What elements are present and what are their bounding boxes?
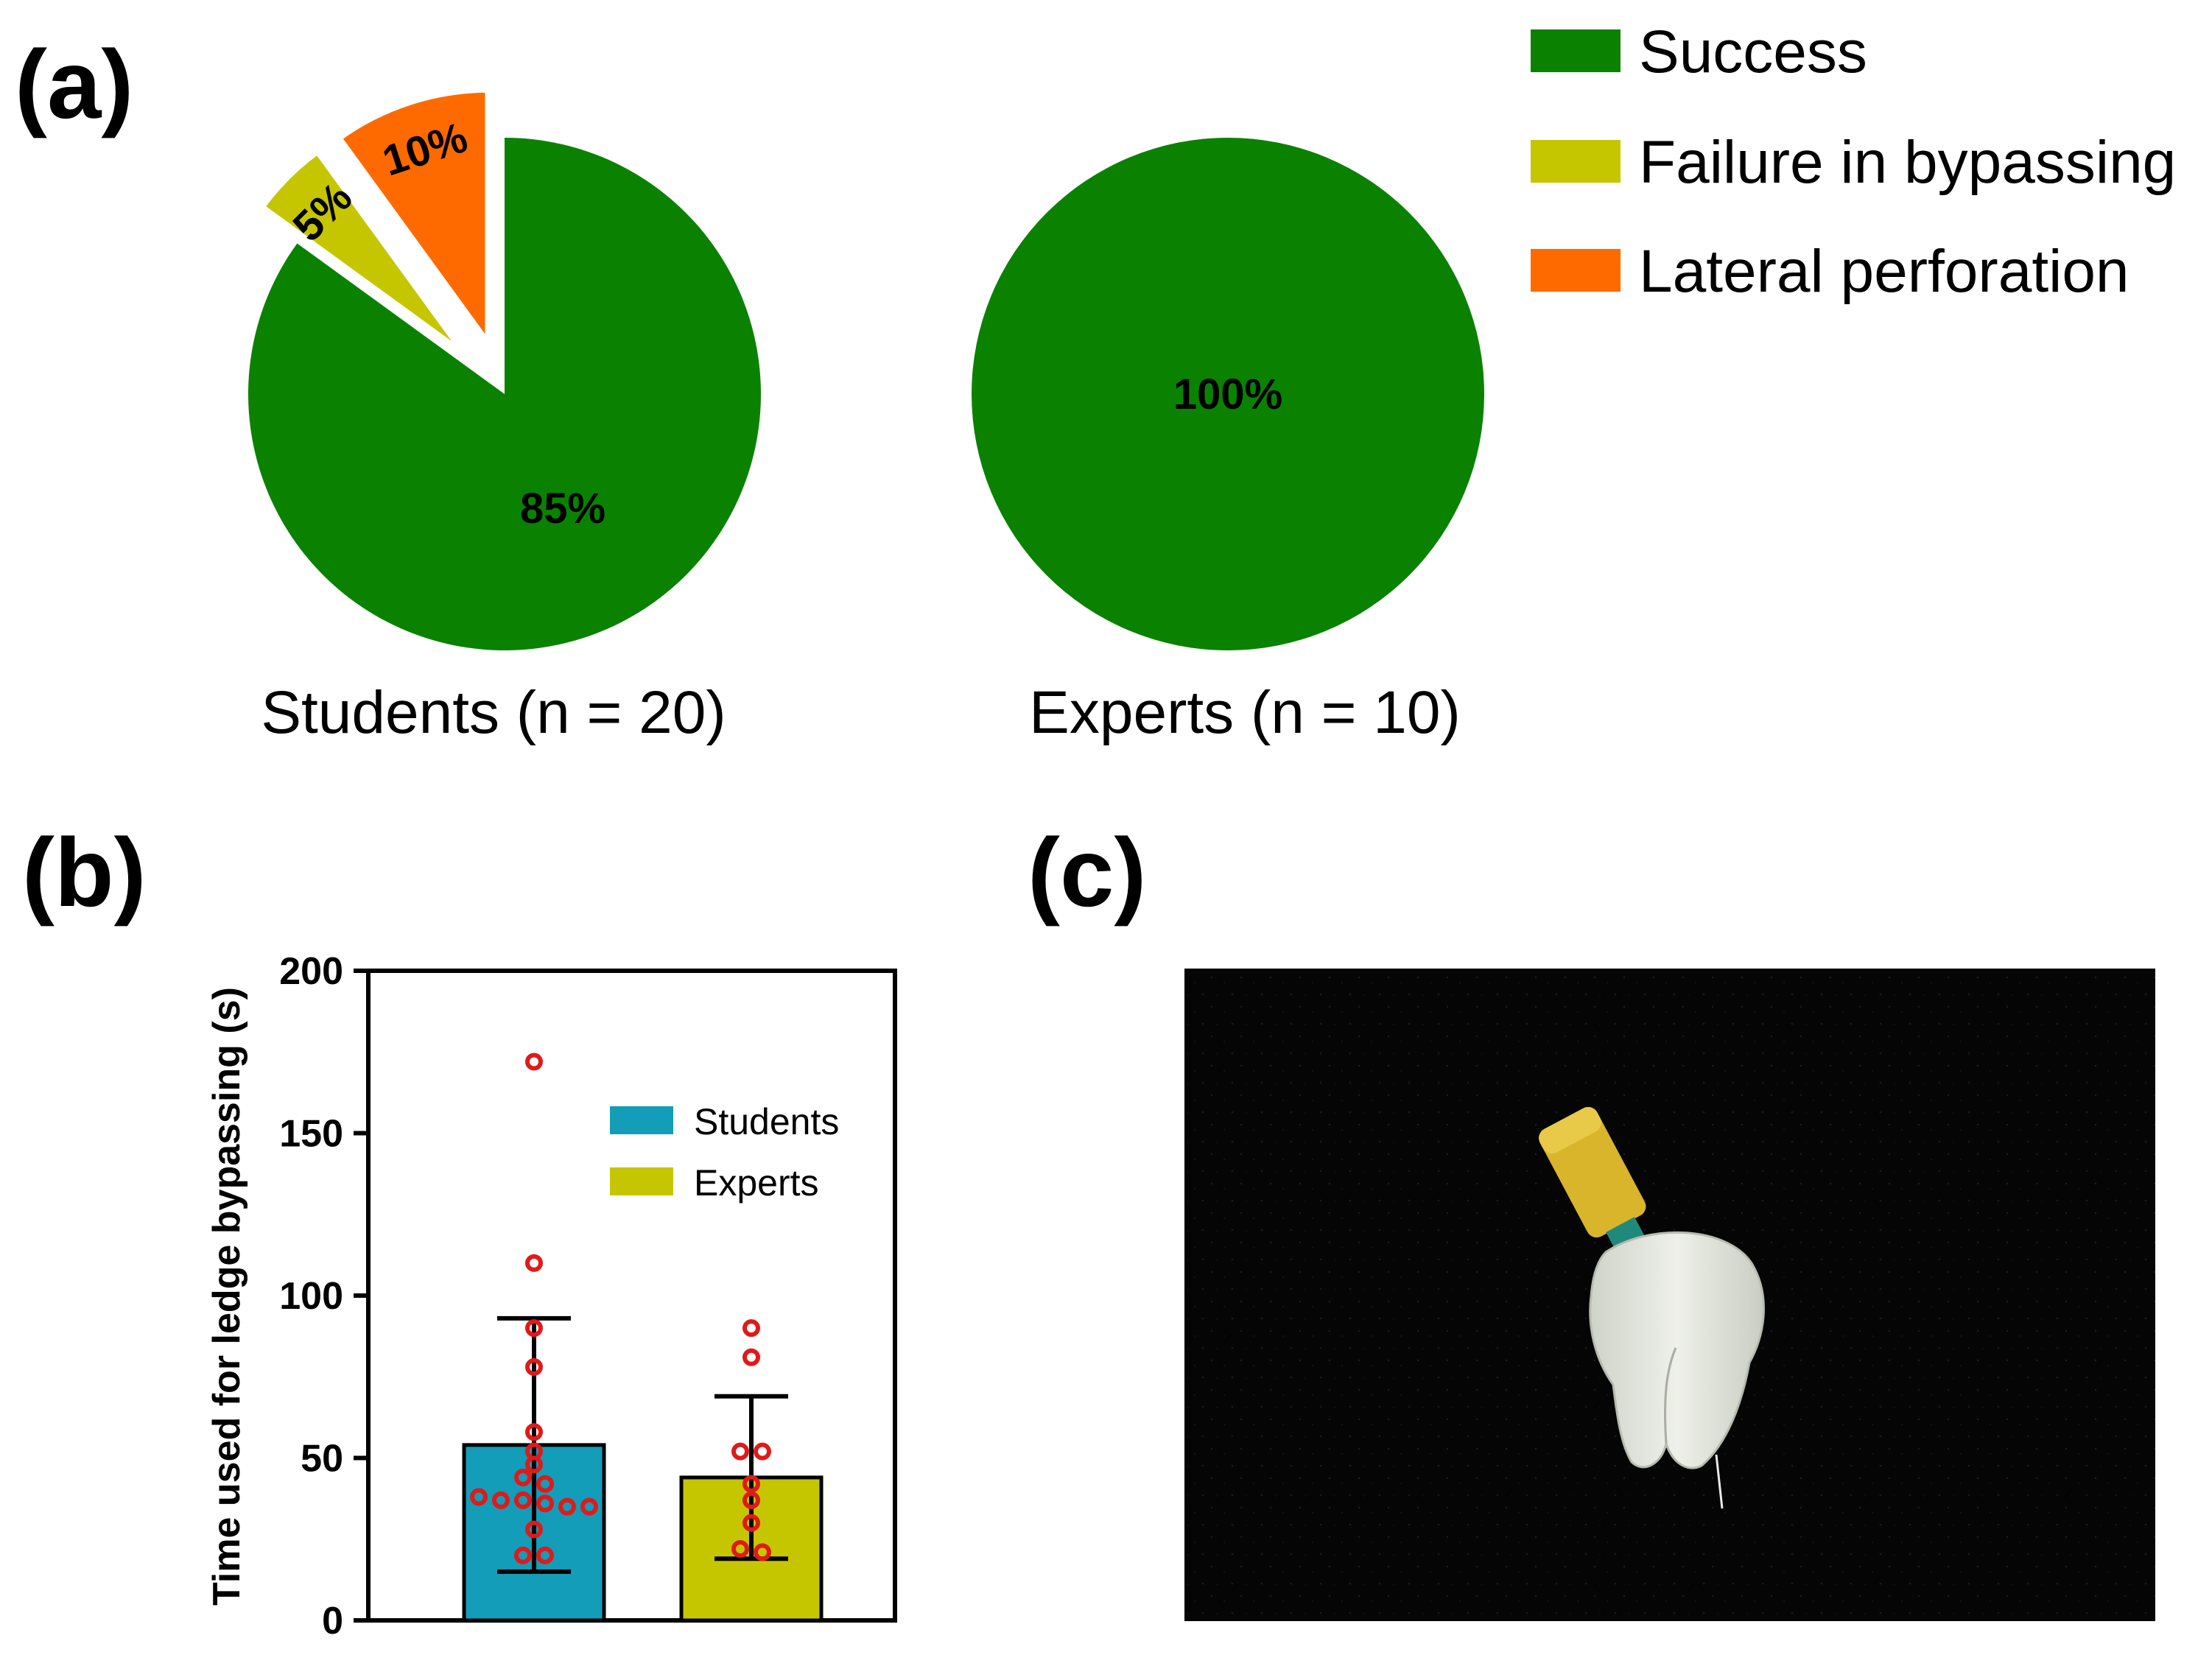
experts-label-success: 100% [1173, 370, 1282, 418]
data-point-students [470, 1488, 488, 1506]
panel-label-c: (c) [1028, 818, 1146, 927]
data-point-experts [742, 1514, 760, 1532]
data-point-experts [742, 1475, 760, 1493]
legend-label-perforation: Lateral perforation [1639, 238, 2130, 305]
file-handle-cap [1539, 1106, 1601, 1154]
data-point-experts [754, 1442, 771, 1461]
data-point-students [580, 1497, 598, 1516]
legend-label-failure: Failure in bypassing [1639, 129, 2176, 196]
data-point-students [525, 1442, 543, 1461]
panel-label-a: (a) [15, 30, 133, 138]
legend-swatch-success [1531, 29, 1621, 72]
students-label-success: 85% [520, 485, 605, 533]
data-point-students [525, 1319, 543, 1338]
students-slice-failure-in-bypassing [256, 145, 471, 361]
data-point-experts [731, 1539, 749, 1558]
data-point-students [514, 1546, 532, 1564]
data-point-students [525, 1053, 543, 1071]
data-point-students [525, 1254, 543, 1272]
data-point-students [525, 1520, 543, 1539]
legend-swatch-perforation [1531, 249, 1621, 292]
data-point-experts [742, 1319, 760, 1338]
file-tip [1715, 1454, 1724, 1509]
data-point-experts [742, 1348, 760, 1366]
y-tick-label-150: 150 [279, 1113, 343, 1156]
y-tick-label-100: 100 [279, 1275, 343, 1318]
bar-legend-label-experts: Experts [694, 1162, 819, 1204]
data-point-students [536, 1494, 554, 1513]
pie-experts: 100% [972, 138, 1484, 650]
students-slice-lateral-perforation [332, 85, 493, 357]
panel-label-b: (b) [22, 818, 147, 927]
data-point-students [536, 1546, 554, 1564]
root-separation-line [1664, 1347, 1677, 1444]
y-tick-label-0: 0 [322, 1600, 343, 1642]
bar-chart: 0 50 100 150 200 [279, 950, 897, 1642]
data-point-students [514, 1468, 532, 1486]
legend-swatch-failure [1531, 140, 1621, 183]
bar-legend-swatch-experts [610, 1167, 673, 1195]
tooth-model-illustration [1539, 1106, 1765, 1509]
bar-legend: Students Experts [610, 1101, 839, 1204]
bar-legend-swatch-students [610, 1106, 673, 1134]
bar-y-axis-label: Time used for ledge bypassing (s) [206, 987, 248, 1606]
pie-students: 85%5%10% [248, 85, 762, 650]
data-point-students [514, 1491, 532, 1509]
pie-legend: Success Failure in bypassing Lateral per… [1531, 18, 2176, 305]
legend-label-success: Success [1639, 18, 1867, 85]
data-point-students [492, 1491, 510, 1509]
students-slice-success [248, 138, 762, 650]
data-point-students [525, 1358, 543, 1377]
bar-legend-label-students: Students [694, 1101, 839, 1142]
data-point-students [536, 1475, 554, 1493]
experts-slice-success [972, 138, 1484, 650]
pie-students-caption: Students (n = 20) [261, 679, 726, 746]
data-point-students [558, 1497, 576, 1516]
data-point-experts [754, 1543, 771, 1561]
tooth-body [1589, 1231, 1765, 1469]
photo-panel [1184, 969, 2155, 1621]
y-tick-label-200: 200 [279, 950, 343, 993]
y-tick-label-50: 50 [301, 1438, 343, 1480]
data-point-experts [742, 1491, 760, 1509]
data-point-experts [731, 1442, 749, 1461]
pie-experts-caption: Experts (n = 10) [1029, 679, 1461, 746]
data-point-students [525, 1423, 543, 1441]
